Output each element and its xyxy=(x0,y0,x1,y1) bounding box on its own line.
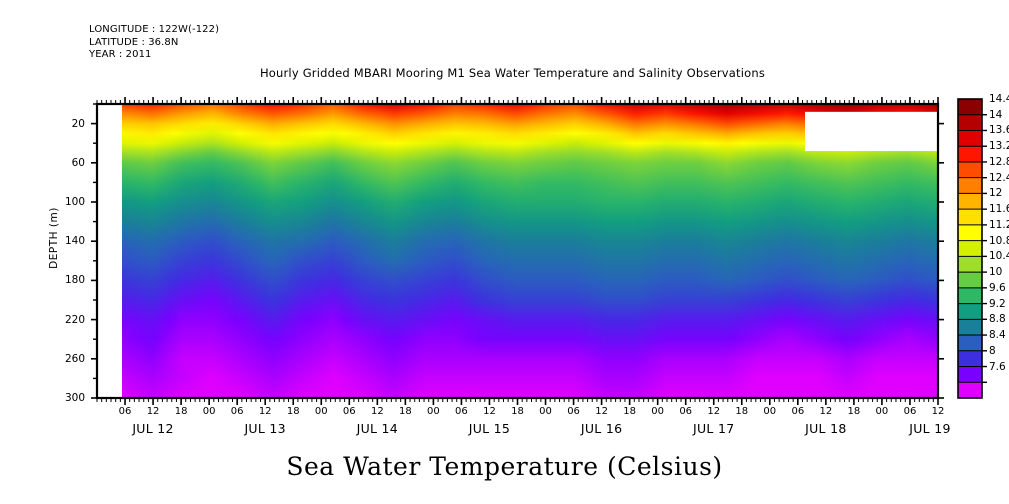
x-date-label: JUL 13 xyxy=(244,421,286,436)
colorbar-band xyxy=(958,335,982,352)
colorbar-tick-label: 8 xyxy=(989,344,996,357)
colorbar-tick-label: 12 xyxy=(989,187,1003,200)
colorbar-band xyxy=(958,319,982,336)
x-tick-label: 18 xyxy=(398,406,412,417)
longitude-text: LONGITUDE : 122W(-122) xyxy=(89,24,220,35)
x-tick-label: 18 xyxy=(174,406,188,417)
colorbar-band xyxy=(958,146,982,163)
x-tick-label: 18 xyxy=(286,406,300,417)
x-tick-label: 12 xyxy=(819,406,833,417)
x-tick-label: 06 xyxy=(230,406,244,417)
x-tick-label: 06 xyxy=(791,406,805,417)
colorbar-tick-label: 10.8 xyxy=(989,234,1009,247)
colorbar-band xyxy=(958,350,982,368)
page-title: Hourly Gridded MBARI Mooring M1 Sea Wate… xyxy=(0,66,1009,80)
colorbar-band xyxy=(958,177,982,194)
colorbar-tick-label: 13.2 xyxy=(989,140,1009,153)
x-tick-label: 06 xyxy=(567,406,580,417)
y-tick-label: 180 xyxy=(64,274,85,287)
colorbar-band xyxy=(958,382,982,399)
missing-data-block xyxy=(805,111,938,152)
x-tick-label: 06 xyxy=(455,406,468,417)
colorbar-band xyxy=(958,240,982,257)
x-date-label: JUL 12 xyxy=(132,421,174,436)
y-tick-label: 220 xyxy=(64,313,85,326)
x-tick-label: 06 xyxy=(903,406,917,417)
y-tick-label: 20 xyxy=(71,117,85,130)
colorbar-tick-label: 7.6 xyxy=(989,360,1006,373)
colorbar-tick-label: 9.2 xyxy=(989,297,1006,310)
y-tick-label: 260 xyxy=(64,352,85,365)
colorbar-tick-label: 14 xyxy=(989,108,1003,121)
x-date-label: JUL 16 xyxy=(580,421,623,436)
x-date-label: JUL 18 xyxy=(805,421,847,436)
colorbar-tick-label: 11.2 xyxy=(989,218,1009,231)
colorbar-tick-label: 9.6 xyxy=(989,281,1006,294)
x-tick-label: 12 xyxy=(483,406,496,417)
colorbar-band xyxy=(958,209,982,226)
year-text: YEAR : 2011 xyxy=(89,49,152,60)
x-tick-label: 12 xyxy=(595,406,608,417)
colorbar-tick-label: 13.6 xyxy=(989,124,1009,137)
x-tick-label: 00 xyxy=(314,406,328,417)
x-tick-label: 06 xyxy=(342,406,356,417)
colorbar-band xyxy=(958,272,982,289)
x-tick-label: 00 xyxy=(427,406,440,417)
x-tick-label: 18 xyxy=(511,406,524,417)
x-date-label: JUL 15 xyxy=(468,421,511,436)
x-tick-label: 00 xyxy=(651,406,665,417)
x-tick-label: 00 xyxy=(763,406,777,417)
colorbar-band xyxy=(958,224,982,242)
colorbar-tick-label: 12.8 xyxy=(989,155,1009,168)
x-tick-label: 18 xyxy=(623,406,636,417)
x-tick-label: 18 xyxy=(847,406,861,417)
colorbar-tick-label: 12.4 xyxy=(989,171,1009,184)
x-date-label: JUL 14 xyxy=(356,421,399,436)
x-tick-label: 12 xyxy=(146,406,160,417)
x-tick-label: 06 xyxy=(118,406,132,417)
x-date-label: JUL 19 xyxy=(909,421,951,436)
x-tick-label: 12 xyxy=(707,406,721,417)
colorbar-band xyxy=(958,366,982,383)
x-tick-label: 00 xyxy=(202,406,216,417)
y-tick-label: 100 xyxy=(64,196,85,208)
x-tick-label: 06 xyxy=(679,406,693,417)
x-tick-label: 12 xyxy=(370,406,384,417)
y-tick-label: 60 xyxy=(71,156,85,169)
colorbar-tick-label: 8.4 xyxy=(989,329,1006,342)
colorbar-tick-label: 10 xyxy=(989,266,1003,279)
x-tick-label: 18 xyxy=(735,406,749,417)
y-tick-label: 300 xyxy=(64,392,85,404)
header-metadata: LONGITUDE : 122W(-122) LATITUDE : 36.8N … xyxy=(89,24,219,62)
variable-title: Sea Water Temperature (Celsius) xyxy=(286,452,723,481)
x-date-label: JUL 17 xyxy=(692,421,735,436)
colorbar-tick-label: 8.8 xyxy=(989,313,1006,326)
colorbar-band xyxy=(958,114,982,131)
latitude-text: LATITUDE : 36.8N xyxy=(89,36,179,48)
x-tick-label: 12 xyxy=(931,406,945,417)
colorbar-tick-label: 14.4 xyxy=(989,93,1009,105)
page-title-text: Hourly Gridded MBARI Mooring M1 Sea Wate… xyxy=(259,66,766,80)
colorbar-band xyxy=(958,193,982,210)
colorbar-tick-label: 10.4 xyxy=(989,250,1009,263)
colorbar-band xyxy=(958,161,982,179)
y-tick-label: 140 xyxy=(64,235,85,248)
colorbar-tick-label: 11.6 xyxy=(989,203,1009,216)
colorbar-band xyxy=(958,287,982,305)
colorbar-band xyxy=(958,256,982,273)
x-tick-label: 12 xyxy=(258,406,272,417)
colorbar-band xyxy=(958,99,982,116)
colorbar-band xyxy=(958,303,982,320)
colorbar-band xyxy=(958,130,982,147)
x-tick-label: 00 xyxy=(539,406,552,417)
x-tick-label: 00 xyxy=(875,406,889,417)
